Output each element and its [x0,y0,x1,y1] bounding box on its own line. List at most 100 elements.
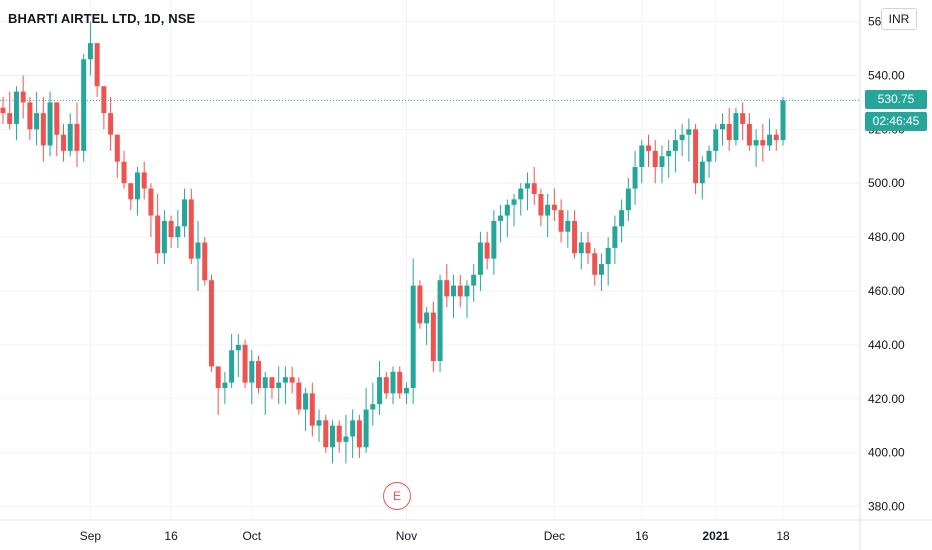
candle-body [511,199,517,205]
candle-body [477,242,483,275]
candle-body [740,113,746,124]
candle-body [592,253,598,275]
y-tick-label: 480.00 [868,230,905,244]
candle [699,156,705,200]
candle [108,96,114,151]
candle-body [457,285,463,297]
candle-body [121,161,127,184]
candle-body [437,280,443,362]
candle [141,161,147,200]
candle [491,210,497,275]
candle-body [155,215,161,254]
candle-body [47,102,53,146]
x-tick-label: Oct [242,529,261,543]
candle-body [0,107,6,114]
candle-body [646,145,652,151]
candle [47,91,53,157]
candle-body [551,204,557,211]
candle [403,382,409,405]
y-tick-label: 440.00 [868,338,905,352]
earnings-marker[interactable]: E [383,482,411,510]
candle [269,377,275,399]
candle [498,204,504,243]
candle-body [370,404,376,410]
candle-body [34,113,40,130]
candle-body [54,102,60,135]
candle [706,145,712,178]
candle-body [377,377,383,405]
candle [538,188,544,227]
candle-body [706,150,712,162]
candle-body [108,113,114,135]
candle [565,210,571,248]
candle-body [94,43,100,87]
candle [484,231,490,270]
candle [666,140,672,178]
candle-body [726,123,732,141]
candle [235,334,241,378]
candle-body [390,371,396,394]
candle-body [464,285,470,297]
candle [780,96,786,146]
candle [350,409,356,459]
candle [148,183,154,238]
candle-body [585,242,591,254]
candle [282,366,288,405]
candle-body [175,226,181,238]
candle-body [625,188,631,211]
candle [397,366,403,399]
candle-body [652,150,658,168]
candle [760,123,766,162]
candle-body [249,361,255,383]
candle [598,253,604,291]
candle-body [256,361,262,388]
candle-body [289,377,295,383]
candle-body [40,113,46,146]
candle [511,193,517,227]
candle [309,382,315,437]
candle [410,258,416,405]
candle [377,361,383,415]
candle [524,172,530,211]
currency-button[interactable]: INR [881,8,917,30]
candle [713,123,719,162]
candle [726,107,732,151]
x-tick-label: Nov [396,529,417,543]
candle-body [417,285,423,324]
candle [182,188,188,238]
candle-body [397,371,403,394]
candle-body [350,420,356,437]
symbol-title[interactable]: BHARTI AIRTEL LTD, 1D, NSE [8,11,196,26]
candle [585,231,591,265]
candle [551,188,557,221]
candle [40,96,46,162]
candle-body [693,129,699,184]
candle-body [451,285,457,297]
candle [188,188,194,265]
countdown-tag: 02:46:45 [865,112,927,132]
candle [605,237,611,286]
candle [296,377,302,415]
candle-body [202,242,208,281]
candle [767,118,773,151]
candle [242,339,248,388]
candle [114,134,120,178]
last-price-tag: 530.75 [865,90,927,110]
candle-body [61,134,67,151]
candle [128,183,134,211]
candle-body [578,242,584,254]
candle [195,220,201,291]
candle-body [605,247,611,265]
candle-body [316,420,322,426]
candle [444,264,450,308]
candle [168,215,174,248]
candle-body [498,215,504,221]
candle-body [81,59,87,151]
candle [639,140,645,184]
y-tick-label: 460.00 [868,284,905,298]
candle-body [565,220,571,232]
candle-body [242,344,248,383]
candle [457,274,463,308]
